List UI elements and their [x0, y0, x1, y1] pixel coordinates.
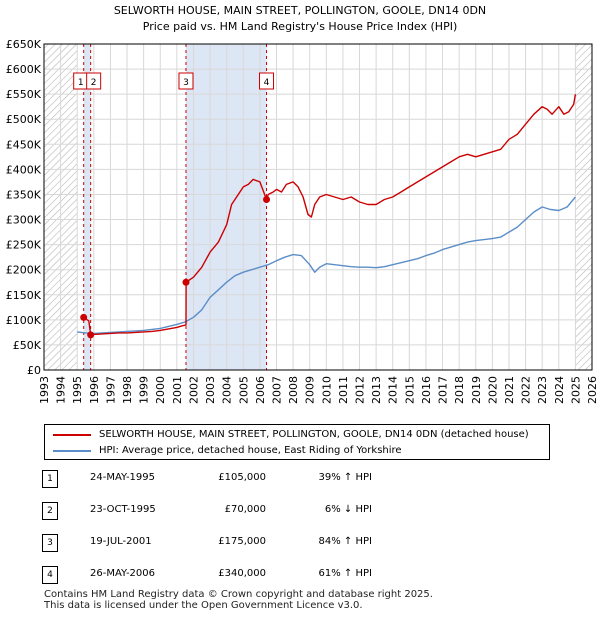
x-tick-label: 2008: [287, 376, 300, 404]
sale-label-text: 1: [78, 78, 84, 88]
legend-item-hpi: HPI: Average price, detached house, East…: [45, 443, 549, 459]
x-tick-label: 2016: [420, 376, 433, 404]
y-tick-label: £400K: [6, 163, 42, 176]
sale-point: [182, 278, 190, 286]
plot-frame: [43, 43, 593, 371]
footer-copyright: Contains HM Land Registry data © Crown c…: [44, 589, 433, 600]
sale-date: 24-MAY-1995: [90, 472, 156, 483]
sale-point: [87, 331, 95, 339]
legend-label-hpi: HPI: Average price, detached house, East…: [99, 445, 402, 456]
x-tick-label: 2013: [370, 376, 383, 404]
table-row: 4 26-MAY-2006 £340,000 61% ↑ HPI: [40, 566, 400, 586]
hatched-region: [575, 44, 592, 370]
x-tick-label: 2018: [453, 376, 466, 404]
sale-label-box: [86, 72, 102, 90]
sale-price: £175,000: [218, 536, 266, 547]
sale-hpi-change: 61% ↑ HPI: [318, 568, 372, 579]
sale-period-band: [83, 44, 91, 370]
plot-background: [44, 44, 592, 370]
x-tick-label: 2024: [553, 376, 566, 404]
x-tick-label: 1996: [88, 376, 101, 404]
y-tick-label: £600K: [6, 63, 42, 76]
x-tick-label: 2023: [536, 376, 549, 404]
sale-point: [263, 195, 271, 203]
y-tick-label: £500K: [6, 113, 42, 126]
x-tick-label: 2005: [237, 376, 250, 404]
x-tick-label: 2001: [171, 376, 184, 404]
x-tick-label: 1993: [38, 376, 51, 404]
legend-swatch-property: [53, 434, 91, 436]
x-tick-label: 2009: [304, 376, 317, 404]
y-tick-label: £650K: [6, 38, 42, 51]
x-tick-label: 1999: [138, 376, 151, 404]
x-tick-label: 2019: [470, 376, 483, 404]
table-row: 1 24-MAY-1995 £105,000 39% ↑ HPI: [40, 470, 400, 490]
x-tick-label: 2004: [221, 376, 234, 404]
x-tick-label: 2003: [204, 376, 217, 404]
y-tick-label: £250K: [6, 239, 42, 252]
table-row: 2 23-OCT-1995 £70,000 6% ↓ HPI: [40, 502, 400, 522]
sale-label-box: [178, 72, 194, 90]
x-tick-label: 2015: [403, 376, 416, 404]
x-tick-label: 2026: [586, 376, 599, 404]
legend-label-property: SELWORTH HOUSE, MAIN STREET, POLLINGTON,…: [99, 429, 529, 440]
x-tick-label: 2011: [337, 376, 350, 404]
sale-number: 1: [42, 470, 58, 488]
sale-price: £340,000: [218, 568, 266, 579]
sale-label-box: [259, 72, 275, 90]
sale-number: 2: [42, 502, 58, 520]
series-line-property: [83, 94, 577, 336]
footer: Contains HM Land Registry data © Crown c…: [44, 589, 433, 611]
sale-label-text: 2: [91, 78, 97, 88]
x-tick-label: 2007: [270, 376, 283, 404]
sale-date: 26-MAY-2006: [90, 568, 156, 579]
sale-number: 3: [42, 534, 58, 552]
x-tick-label: 2021: [503, 376, 516, 404]
sale-price: £70,000: [224, 504, 266, 515]
table-row: 3 19-JUL-2001 £175,000 84% ↑ HPI: [40, 534, 400, 554]
y-tick-label: £150K: [6, 289, 42, 302]
sale-date: 23-OCT-1995: [90, 504, 156, 515]
x-tick-label: 2010: [320, 376, 333, 404]
x-tick-label: 1995: [71, 376, 84, 404]
x-tick-label: 1994: [55, 376, 68, 404]
y-tick-label: £200K: [6, 264, 42, 277]
sale-label-text: 4: [264, 78, 270, 88]
y-tick-label: £550K: [6, 88, 42, 101]
x-tick-label: 2022: [520, 376, 533, 404]
sale-point: [80, 313, 88, 321]
sale-price: £105,000: [218, 472, 266, 483]
sale-date: 19-JUL-2001: [90, 536, 152, 547]
sale-hpi-change: 39% ↑ HPI: [318, 472, 372, 483]
x-tick-label: 2014: [387, 376, 400, 404]
sale-label-text: 3: [183, 78, 189, 88]
x-tick-label: 1998: [121, 376, 134, 404]
y-tick-label: £450K: [6, 138, 42, 151]
x-tick-label: 2000: [154, 376, 167, 404]
sale-hpi-change: 6% ↓ HPI: [324, 504, 372, 515]
y-tick-label: £50K: [13, 339, 42, 352]
x-tick-label: 1997: [104, 376, 117, 404]
legend: SELWORTH HOUSE, MAIN STREET, POLLINGTON,…: [44, 424, 550, 460]
chart-title: SELWORTH HOUSE, MAIN STREET, POLLINGTON,…: [114, 4, 486, 17]
footer-licence: This data is licensed under the Open Gov…: [44, 600, 363, 611]
sale-hpi-change: 84% ↑ HPI: [318, 536, 372, 547]
price-chart: SELWORTH HOUSE, MAIN STREET, POLLINGTON,…: [6, 4, 599, 404]
x-tick-label: 2020: [486, 376, 499, 404]
legend-item-property: SELWORTH HOUSE, MAIN STREET, POLLINGTON,…: [45, 427, 549, 443]
legend-swatch-hpi: [53, 450, 91, 452]
series-line-hpi: [77, 196, 576, 335]
y-tick-label: £100K: [6, 314, 42, 327]
y-tick-label: £0: [27, 364, 41, 377]
x-tick-label: 2012: [354, 376, 367, 404]
y-tick-label: £350K: [6, 188, 42, 201]
x-tick-label: 2006: [254, 376, 267, 404]
sale-number: 4: [42, 566, 58, 584]
y-tick-label: £300K: [6, 214, 42, 227]
x-tick-label: 2025: [569, 376, 582, 404]
chart-subtitle: Price paid vs. HM Land Registry's House …: [143, 20, 458, 33]
x-tick-label: 2002: [187, 376, 200, 404]
x-tick-label: 2017: [437, 376, 450, 404]
